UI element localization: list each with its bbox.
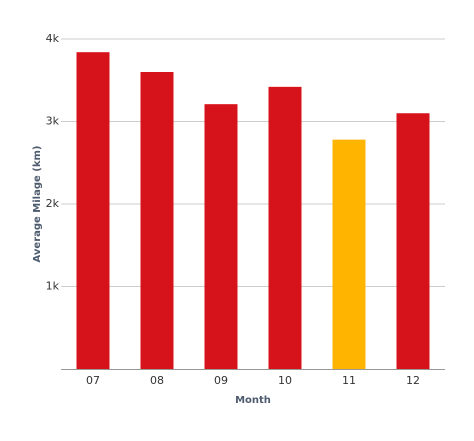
x-tick-label: 11 (342, 374, 356, 387)
bar (332, 139, 366, 369)
y-tick-label: 2k (46, 197, 60, 210)
bar (268, 86, 302, 369)
y-tick-label: 1k (46, 280, 60, 293)
x-tick-label: 08 (150, 374, 164, 387)
y-axis-title: Average Milage (km) (32, 146, 43, 263)
bar (140, 72, 174, 369)
y-tick-label: 4k (46, 32, 60, 45)
x-tick-label: 09 (214, 374, 228, 387)
bar (76, 52, 110, 369)
x-tick-label: 10 (278, 374, 292, 387)
y-tick-label: 3k (46, 115, 60, 128)
bar (204, 104, 238, 370)
bar (396, 113, 430, 369)
x-tick-label: 07 (86, 374, 100, 387)
x-axis-title: Month (235, 395, 271, 406)
x-tick-label: 12 (406, 374, 420, 387)
